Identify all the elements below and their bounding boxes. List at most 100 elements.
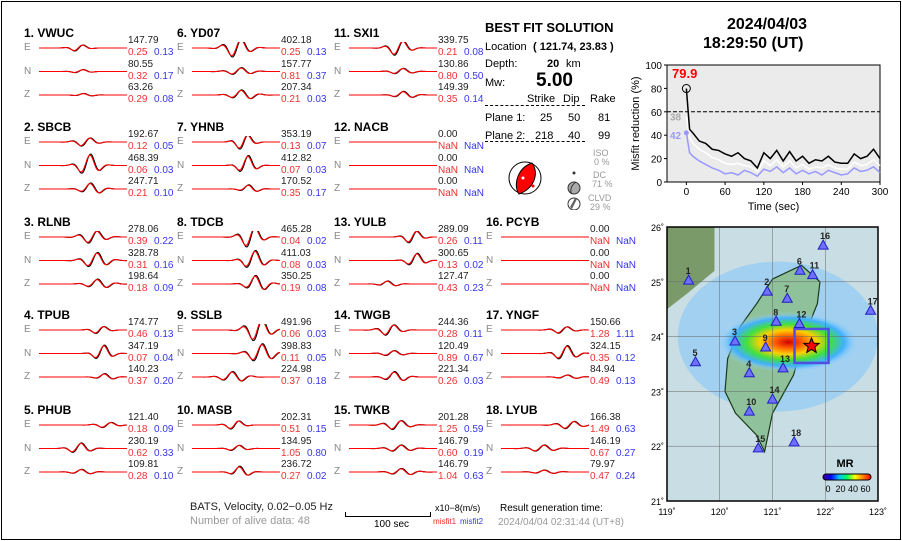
- misfit1-value: 1.25: [438, 424, 458, 435]
- station-triangle-icon[interactable]: [743, 405, 756, 416]
- station-triangle-icon[interactable]: [752, 441, 765, 453]
- peak-amplitude: 0.00: [438, 176, 458, 187]
- component-label: N: [334, 65, 342, 77]
- plane2-dip: 40: [568, 130, 581, 142]
- lat-tick-label: 26˚: [651, 223, 664, 233]
- x-tick-label: 0: [684, 187, 690, 198]
- component-label: Z: [177, 183, 184, 194]
- misfit2-value: 0.10: [154, 188, 174, 199]
- table-divider: [485, 105, 585, 106]
- station-triangle-icon[interactable]: [793, 317, 806, 328]
- component-label: Z: [334, 466, 341, 477]
- data-source: BATS, Velocity, 0.02−0.05 Hz: [190, 501, 333, 513]
- peak-amplitude: 192.67: [128, 129, 159, 140]
- observed-trace: [192, 444, 280, 451]
- synthetic-trace: [349, 444, 437, 452]
- misfit1-value: 1.04: [438, 471, 458, 482]
- peak-amplitude: 79.97: [590, 459, 616, 470]
- observed-trace: [192, 184, 280, 192]
- mainland-coast: [667, 227, 715, 310]
- station-triangle-icon[interactable]: [743, 366, 756, 378]
- lon-tick-label: 120˚: [711, 507, 729, 517]
- peak-amplitude: 0.00: [590, 247, 610, 259]
- synthetic-trace: [39, 93, 127, 97]
- station-title: 7. YHNB: [177, 120, 225, 134]
- misfit2-value: 0.63: [464, 471, 484, 482]
- misfit1-value: 0.62: [128, 447, 148, 459]
- misfit1-value: 0.51: [281, 424, 301, 435]
- component-label: E: [24, 231, 31, 242]
- component-label: N: [24, 65, 32, 77]
- misfit2-value: 0.13: [154, 329, 174, 340]
- station-triangle-icon[interactable]: [759, 340, 772, 352]
- synthetic-trace: [192, 420, 280, 429]
- misfit1-value: 0.25: [128, 47, 148, 58]
- event-time: 18:29:50 (UT): [703, 35, 804, 52]
- station-number: 1: [686, 266, 691, 276]
- legend-misfit1: misfit1: [433, 517, 457, 526]
- secondary-start-marker: [683, 130, 689, 136]
- station-triangle-icon[interactable]: [766, 393, 779, 404]
- misfit1-value: NaN: [438, 141, 459, 152]
- synthetic-trace: [501, 345, 589, 359]
- color-scale-bar: [822, 473, 872, 481]
- station-triangle-icon[interactable]: [777, 361, 789, 373]
- station-traces: [501, 236, 589, 285]
- station-triangle-icon[interactable]: [864, 304, 877, 315]
- peak-amplitude: 202.31: [281, 412, 312, 423]
- mr-heat-blob: [718, 312, 859, 373]
- header-dip: Dip: [563, 93, 580, 105]
- component-label: N: [177, 254, 185, 266]
- component-label: Z: [24, 183, 31, 194]
- station-number: 10: [746, 397, 756, 407]
- peak-amplitude: 174.77: [128, 317, 159, 328]
- misfit1-value: 0.28: [128, 471, 148, 482]
- peak-amplitude: 247.71: [128, 176, 159, 187]
- peak-amplitude: 328.78: [128, 247, 159, 259]
- station-triangle-icon[interactable]: [806, 268, 819, 280]
- station-triangle-icon[interactable]: [781, 292, 794, 303]
- station-title: 1. VWUC: [24, 26, 75, 40]
- station-traces: [192, 420, 280, 476]
- misfit2-value: 1.11: [616, 329, 635, 340]
- station-traces: [39, 137, 127, 194]
- component-label: N: [177, 65, 185, 77]
- synthetic-trace: [192, 371, 280, 382]
- synthetic-trace: [39, 44, 127, 52]
- synthetic-trace: [39, 252, 127, 267]
- station-number: 4: [746, 359, 751, 369]
- misfit2-value: 0.02: [464, 259, 484, 271]
- peak-amplitude: 157.77: [281, 58, 312, 70]
- station-traces: [39, 231, 127, 289]
- beachball-icon: [508, 161, 542, 195]
- station-number: 5: [692, 348, 697, 358]
- station-triangle-icon[interactable]: [788, 435, 800, 447]
- station-number: 13: [780, 354, 790, 364]
- observed-trace: [192, 324, 281, 342]
- misfit2-value: 0.03: [307, 259, 327, 271]
- station-triangle-icon[interactable]: [794, 264, 806, 275]
- x-axis-label: Time (sec): [748, 201, 800, 213]
- misfit2-value: 0.16: [154, 259, 174, 271]
- peak-amplitude: 198.64: [128, 271, 159, 282]
- misfit2-value: 0.13: [307, 47, 327, 58]
- station-number: 3: [732, 327, 737, 337]
- station-triangle-icon[interactable]: [689, 355, 702, 367]
- station-triangle-icon[interactable]: [761, 285, 774, 296]
- station-title: 15. TWKB: [334, 403, 391, 417]
- misfit1-value: 0.35: [438, 94, 458, 105]
- station-triangle-icon[interactable]: [682, 274, 695, 285]
- component-label: N: [24, 254, 32, 266]
- station-triangle-icon[interactable]: [729, 334, 741, 346]
- misfit1-value: 0.67: [590, 447, 610, 459]
- depth-unit: km: [566, 58, 581, 70]
- plane1-strike: 25: [540, 112, 553, 124]
- station-triangle-icon[interactable]: [817, 239, 829, 250]
- station-triangle-icon[interactable]: [770, 315, 783, 326]
- generation-time: 2024/04/04 02:31:44 (UT+8): [498, 517, 624, 528]
- alive-count: Number of alive data: 48: [190, 515, 310, 527]
- synthetic-trace: [192, 89, 280, 100]
- component-label: Z: [486, 371, 493, 382]
- misfit1-value: 0.46: [128, 329, 148, 340]
